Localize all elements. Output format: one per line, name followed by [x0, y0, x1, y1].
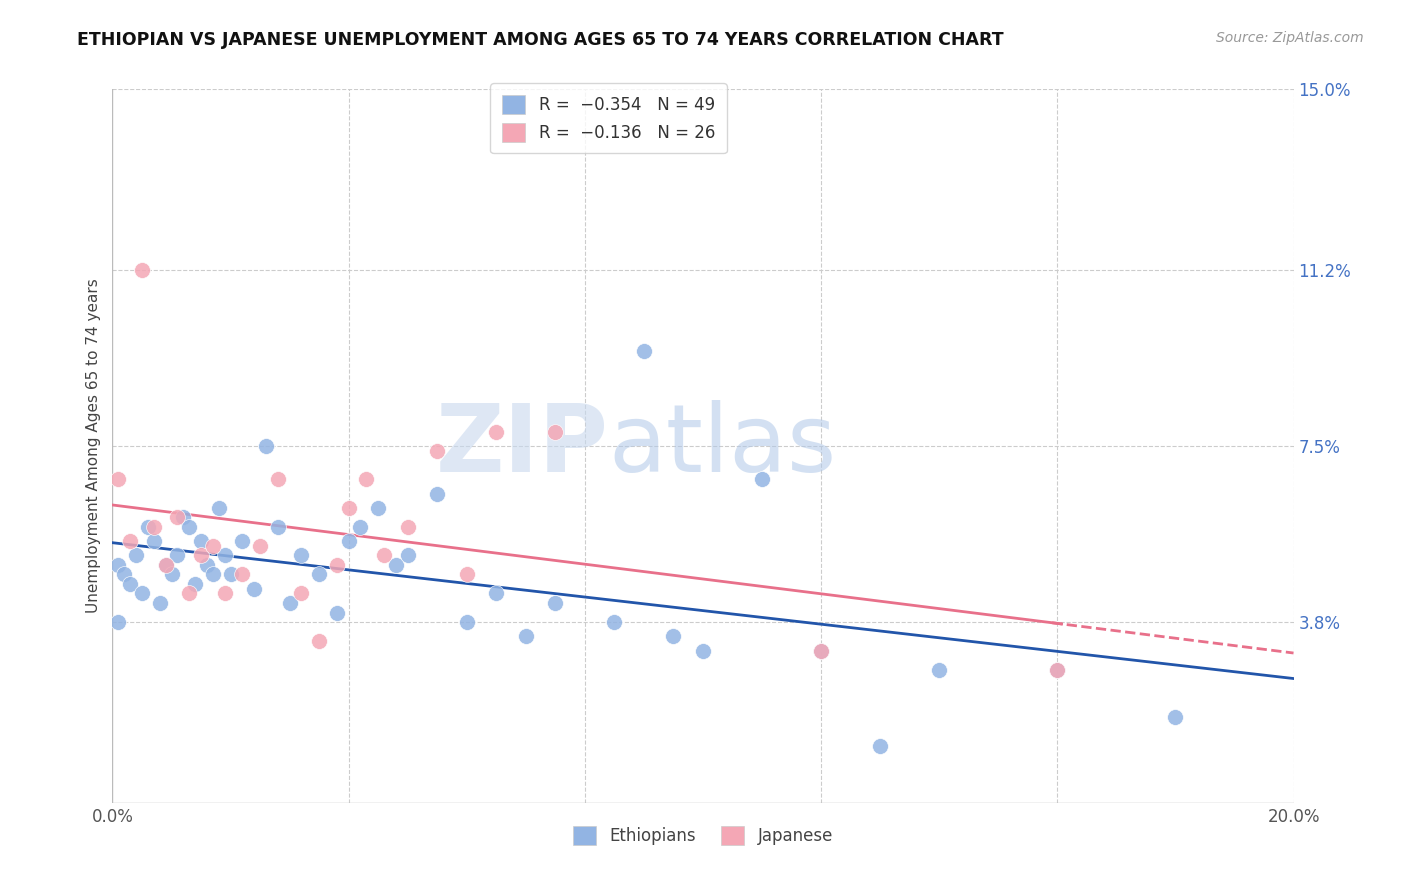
Point	[337, 534, 360, 549]
Point	[278, 596, 301, 610]
Point	[385, 558, 408, 572]
Point	[692, 643, 714, 657]
Point	[515, 629, 537, 643]
Point	[112, 567, 135, 582]
Point	[166, 510, 188, 524]
Point	[396, 549, 419, 563]
Point	[290, 549, 312, 563]
Y-axis label: Unemployment Among Ages 65 to 74 years: Unemployment Among Ages 65 to 74 years	[86, 278, 101, 614]
Point	[166, 549, 188, 563]
Point	[107, 472, 129, 486]
Text: ZIP: ZIP	[436, 400, 609, 492]
Point	[149, 596, 172, 610]
Point	[160, 567, 183, 582]
Point	[190, 534, 212, 549]
Point	[231, 534, 253, 549]
Point	[155, 558, 177, 572]
Point	[107, 615, 129, 629]
Point	[485, 586, 508, 600]
Text: Source: ZipAtlas.com: Source: ZipAtlas.com	[1216, 31, 1364, 45]
Point	[1046, 663, 1069, 677]
Point	[373, 549, 395, 563]
Point	[603, 615, 626, 629]
Point	[179, 586, 201, 600]
Point	[120, 534, 142, 549]
Point	[810, 643, 832, 657]
Point	[485, 425, 508, 439]
Point	[125, 549, 148, 563]
Point	[136, 520, 159, 534]
Point	[195, 558, 218, 572]
Point	[544, 425, 567, 439]
Point	[214, 586, 236, 600]
Point	[367, 500, 389, 515]
Point	[231, 567, 253, 582]
Point	[456, 567, 478, 582]
Point	[1046, 663, 1069, 677]
Point	[928, 663, 950, 677]
Point	[326, 558, 349, 572]
Point	[131, 263, 153, 277]
Point	[243, 582, 266, 596]
Point	[172, 510, 194, 524]
Point	[179, 520, 201, 534]
Point	[1164, 710, 1187, 724]
Point	[184, 577, 207, 591]
Text: ETHIOPIAN VS JAPANESE UNEMPLOYMENT AMONG AGES 65 TO 74 YEARS CORRELATION CHART: ETHIOPIAN VS JAPANESE UNEMPLOYMENT AMONG…	[77, 31, 1004, 49]
Point	[201, 539, 224, 553]
Point	[633, 343, 655, 358]
Point	[869, 739, 891, 753]
Point	[326, 606, 349, 620]
Point	[201, 567, 224, 582]
Point	[544, 596, 567, 610]
Point	[810, 643, 832, 657]
Point	[131, 586, 153, 600]
Point	[349, 520, 371, 534]
Point	[396, 520, 419, 534]
Point	[751, 472, 773, 486]
Point	[356, 472, 378, 486]
Point	[308, 634, 330, 648]
Point	[219, 567, 242, 582]
Point	[107, 558, 129, 572]
Point	[208, 500, 231, 515]
Point	[426, 443, 449, 458]
Point	[142, 534, 165, 549]
Point	[426, 486, 449, 500]
Text: atlas: atlas	[609, 400, 837, 492]
Point	[190, 549, 212, 563]
Point	[249, 539, 271, 553]
Point	[290, 586, 312, 600]
Point	[308, 567, 330, 582]
Point	[254, 439, 277, 453]
Point	[662, 629, 685, 643]
Legend: Ethiopians, Japanese: Ethiopians, Japanese	[567, 819, 839, 852]
Point	[120, 577, 142, 591]
Point	[267, 520, 290, 534]
Point	[267, 472, 290, 486]
Point	[214, 549, 236, 563]
Point	[142, 520, 165, 534]
Point	[155, 558, 177, 572]
Point	[337, 500, 360, 515]
Point	[456, 615, 478, 629]
